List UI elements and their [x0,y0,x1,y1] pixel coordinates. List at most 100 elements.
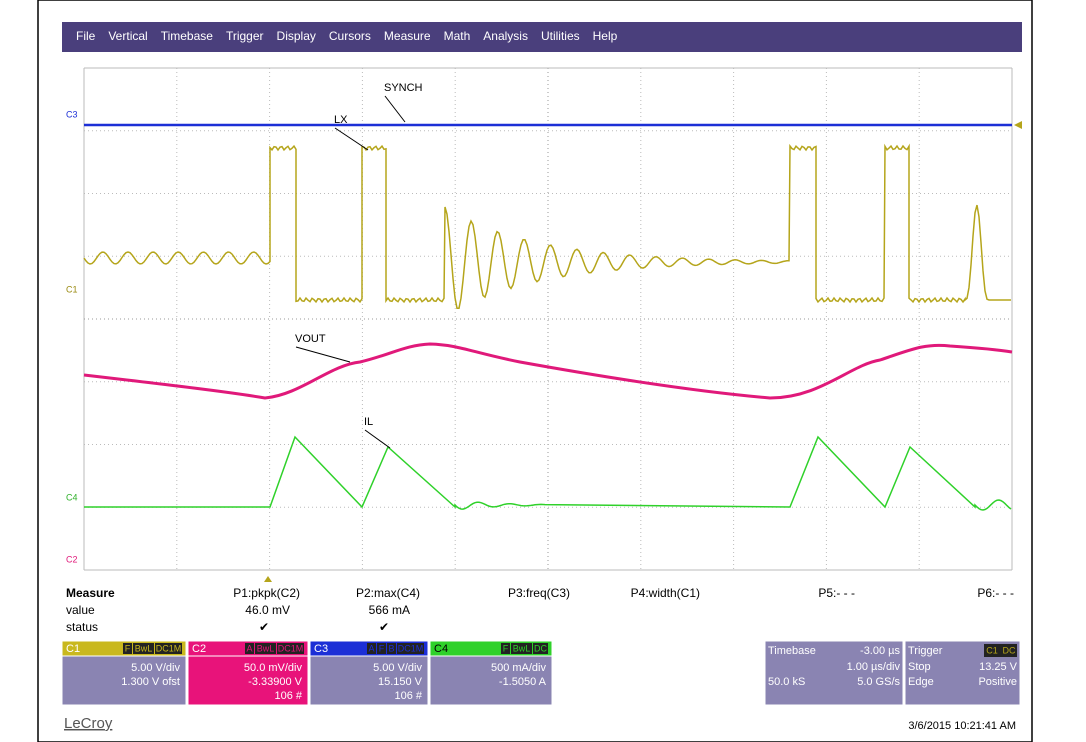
channel-tag-text: BwL [135,643,153,653]
trace-label: IL [364,416,373,428]
channel-tag-text: F [125,643,131,653]
channel-setting: 50.0 mV/div [244,662,303,674]
channel-tag [533,643,548,654]
trace-label: SYNCH [384,82,423,94]
timebase-box: Timebase -3.00 µs 1.00 µs/div 50.0 kS 5.… [764,640,904,706]
row-label: status [66,620,98,634]
channel-tag-text: F [503,643,509,653]
channel-setting: -1.5050 A [499,676,547,688]
channel-tag [245,643,254,654]
channel-name: C1 [66,643,80,655]
measure-table: P1:pkpk(C2) P2:max(C4) P3:freq(C3) P4:width… [233,586,1014,634]
channel-setting: -3.33900 V [248,676,302,688]
channel-tag [155,643,182,654]
channel-name: C3 [314,643,328,655]
channel-tag [397,643,424,654]
menu-item: File [76,29,96,43]
channel-tag [511,643,532,654]
menu-item: Display [277,29,316,43]
channel-tag-text: BwL [513,643,531,653]
channel-tag [501,643,510,654]
channel-tag [255,643,276,654]
menu-item: Timebase [161,29,214,43]
trigger-title: Trigger [908,645,943,657]
channel-setting: 106 # [394,690,422,702]
c1-trace [83,143,1011,309]
channel-tag [123,643,132,654]
trigger-type: Edge [908,676,934,688]
menu-item: Cursors [329,29,371,43]
param-status: ✔ [259,620,269,634]
param-name: P3:freq(C3) [508,586,570,600]
c2-trace [83,342,1013,400]
channel-tag-text: A [246,643,252,653]
param-value: 46.0 mV [245,603,290,617]
channel-name: C4 [434,643,448,655]
channel-tag-text: B [388,643,394,653]
marker: C4 [66,492,78,502]
menu-bar [62,22,1022,52]
pointer [364,429,391,449]
menu-item: Measure [384,29,431,43]
timebase-delay: -3.00 µs [860,645,900,657]
channel-tag [133,643,154,654]
channel-tag-text: F [379,643,385,653]
channel-setting: 5.00 V/div [131,662,180,674]
trace-label: VOUT [295,333,326,345]
channel-setting: 1.300 V ofst [121,676,180,688]
trigger-mode: Stop [908,661,931,673]
channel-tag [367,643,376,654]
menu-item: Analysis [483,29,528,43]
menu: File Vertical Timebase Trigger Display Cursor… [76,29,618,43]
channel-tag [387,643,396,654]
grid [83,67,1013,571]
pointer [384,95,406,123]
param-name: P4:width(C1) [631,586,700,600]
trigger-level-marker [1014,121,1022,129]
channel-setting: 5.00 V/div [373,662,422,674]
marker: C2 [66,554,78,564]
timebase-samples: 50.0 kS [768,676,805,688]
param-name: P1:pkpk(C2) [233,586,300,600]
menu-item: Math [444,29,471,43]
c4-trace [84,435,1012,511]
channel-tag-text: BwL [257,643,275,653]
menu-item: Vertical [108,29,147,43]
channel-tag-text: DC [534,643,547,653]
channel-tag [277,643,304,654]
param-name: P2:max(C4) [356,586,420,600]
trigger-coupling: DC [1003,645,1016,655]
channel-setting: 106 # [274,690,302,702]
channel-name: C2 [192,643,206,655]
timestamp: 3/6/2015 10:21:41 AM [908,720,1016,732]
marker: C3 [66,109,78,119]
menu-item: Trigger [226,29,264,43]
trace-label: LX [334,114,348,126]
param-value: 566 mA [369,603,410,617]
box [764,640,904,706]
pointer [334,127,369,151]
trigger-slope: Positive [978,676,1017,688]
measure-title: Measure [66,586,115,600]
row-label: value [66,603,95,617]
timebase-title: Timebase [768,645,816,657]
timebase-rate: 5.0 GS/s [857,676,900,688]
trigger-time-marker [264,576,272,582]
tag [984,644,1001,657]
pointer [295,346,351,363]
channel-setting: 15.150 V [378,676,423,688]
param-status: ✔ [379,620,389,634]
channel-tag-text: A [368,643,374,653]
trigger-level: 13.25 V [979,661,1018,673]
trigger-box: Trigger C1 DC Stop 13.25 V Edge Positive [904,640,1021,706]
channel-tag-text: DC1M [278,643,304,653]
trigger-source: C1 [986,645,998,655]
param-name: P5:- - - [818,586,855,600]
channel-tag [377,643,386,654]
tag [1001,644,1017,657]
marker: C1 [66,284,78,294]
param-name: P6:- - - [977,586,1014,600]
